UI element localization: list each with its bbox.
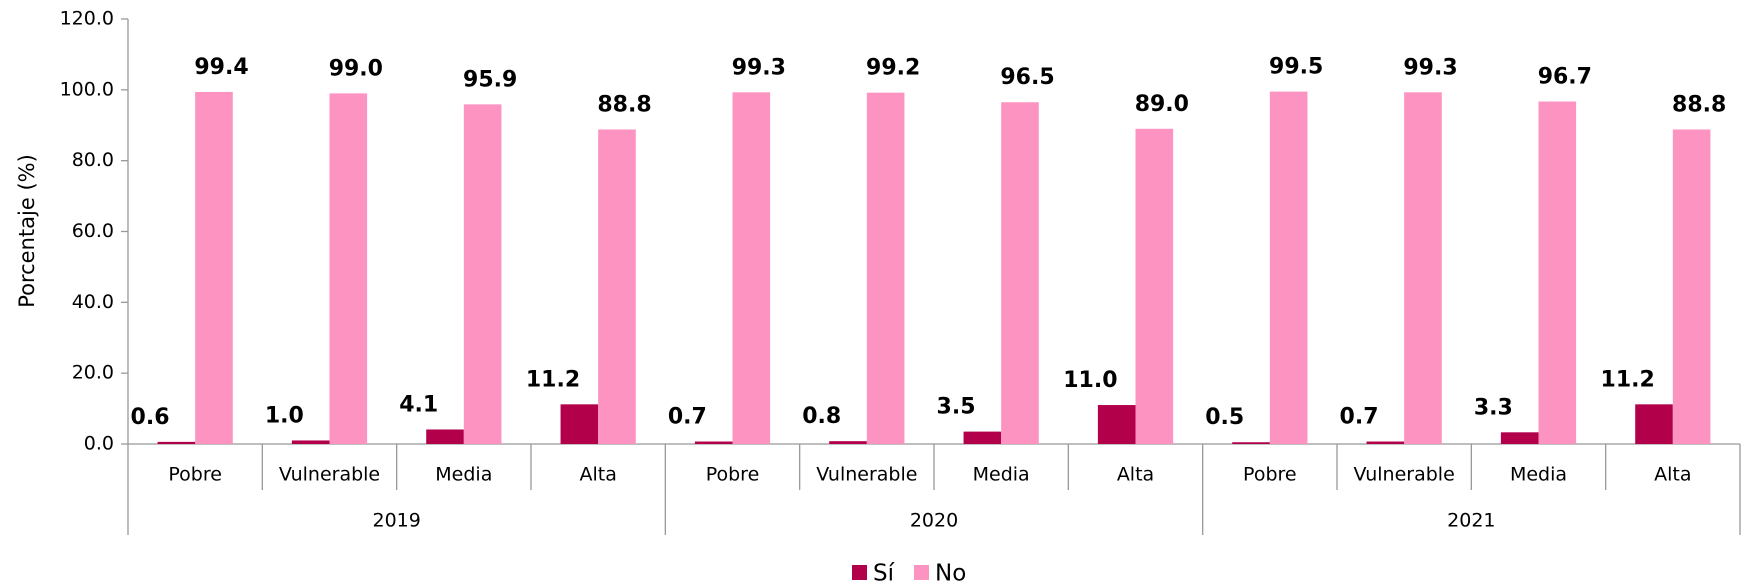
bar xyxy=(560,404,599,444)
value-label: 0.7 xyxy=(1340,405,1379,430)
value-label: 3.5 xyxy=(937,395,976,420)
x-tick-label: Pobre xyxy=(168,464,222,486)
bar xyxy=(1001,102,1039,445)
y-axis-label: Porcentaje (%) xyxy=(15,154,39,308)
bar xyxy=(195,91,233,444)
x-tick-label: Vulnerable xyxy=(816,464,917,486)
group-label: 2019 xyxy=(372,510,420,532)
bar xyxy=(694,441,733,444)
group-label: 2020 xyxy=(910,510,958,532)
value-label: 99.3 xyxy=(732,55,786,80)
value-label: 88.8 xyxy=(1672,93,1726,118)
bar xyxy=(1404,92,1442,444)
legend-label: No xyxy=(935,561,966,585)
value-label: 11.2 xyxy=(1601,367,1655,392)
x-tick-label: Vulnerable xyxy=(279,464,380,486)
value-label: 88.8 xyxy=(597,93,651,118)
bar xyxy=(829,441,867,444)
x-tick-label: Alta xyxy=(1117,464,1154,486)
x-tick-label: Pobre xyxy=(1243,464,1297,486)
value-label: 3.3 xyxy=(1474,395,1513,420)
group-label: 2021 xyxy=(1447,510,1495,532)
x-tick-label: Media xyxy=(973,464,1030,486)
x-tick-label: Media xyxy=(1510,464,1567,486)
bar xyxy=(426,429,464,444)
y-tick-label: 80.0 xyxy=(72,149,114,171)
value-label: 1.0 xyxy=(265,403,304,428)
value-label: 0.5 xyxy=(1205,405,1244,430)
x-tick-label: Vulnerable xyxy=(1354,464,1455,486)
legend-swatch xyxy=(852,565,867,580)
bar xyxy=(291,440,330,444)
value-label: 11.2 xyxy=(526,367,580,392)
bar xyxy=(963,431,1002,444)
value-label: 0.7 xyxy=(668,405,707,430)
bar xyxy=(1672,129,1711,444)
value-label: 96.5 xyxy=(1000,65,1054,90)
bar xyxy=(1635,404,1673,444)
bar xyxy=(329,93,368,444)
bar xyxy=(1135,128,1174,444)
bar xyxy=(1269,91,1308,445)
value-label: 89.0 xyxy=(1135,92,1189,117)
y-tick-label: 100.0 xyxy=(60,78,114,100)
value-label: 4.1 xyxy=(399,392,438,417)
bar xyxy=(1366,441,1405,444)
y-tick-label: 60.0 xyxy=(72,220,114,242)
value-label: 99.2 xyxy=(866,56,920,81)
bar xyxy=(1500,432,1539,444)
bar xyxy=(866,92,905,445)
bar xyxy=(598,129,636,444)
value-label: 99.0 xyxy=(329,56,383,81)
value-label: 11.0 xyxy=(1063,368,1117,393)
legend-label: Sí xyxy=(873,561,895,585)
y-tick-label: 0.0 xyxy=(84,433,114,455)
x-tick-label: Alta xyxy=(579,464,616,486)
value-label: 0.8 xyxy=(802,404,841,429)
bar xyxy=(157,441,196,444)
value-label: 99.5 xyxy=(1269,55,1323,80)
value-label: 0.6 xyxy=(131,405,170,430)
value-label: 96.7 xyxy=(1538,65,1592,90)
y-tick-label: 40.0 xyxy=(72,291,114,313)
y-tick-label: 20.0 xyxy=(72,362,114,384)
value-label: 99.4 xyxy=(194,55,248,80)
x-tick-label: Media xyxy=(435,464,492,486)
bar xyxy=(1097,405,1136,444)
x-tick-label: Alta xyxy=(1654,464,1691,486)
y-tick-label: 120.0 xyxy=(60,8,114,30)
value-label: 95.9 xyxy=(463,67,517,92)
bar xyxy=(1538,101,1577,444)
x-tick-label: Pobre xyxy=(706,464,760,486)
bar xyxy=(463,104,502,445)
legend-swatch xyxy=(914,565,929,580)
value-label: 99.3 xyxy=(1403,55,1457,80)
bar xyxy=(732,92,771,444)
bar xyxy=(1232,442,1270,444)
